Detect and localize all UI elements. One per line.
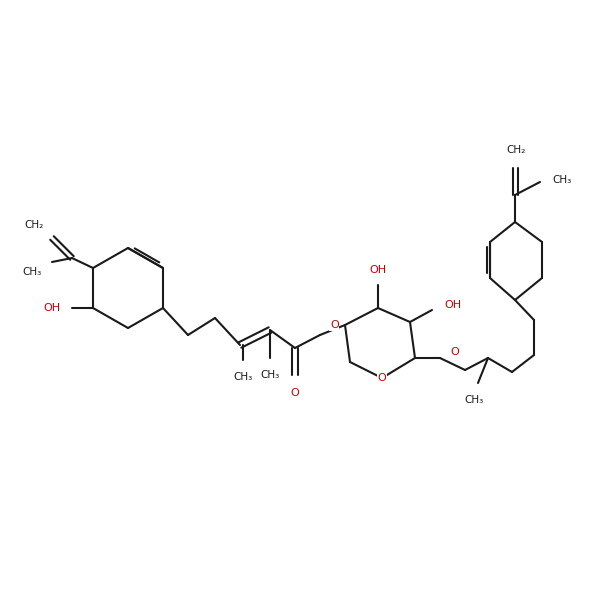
Text: CH₂: CH₂ [25,220,44,230]
Text: OH: OH [43,303,60,313]
Text: OH: OH [370,265,386,275]
Text: O: O [450,347,459,357]
Text: CH₂: CH₂ [506,145,526,155]
Text: O: O [377,373,386,383]
Text: CH₃: CH₃ [552,175,571,185]
Text: CH₃: CH₃ [23,267,42,277]
Text: CH₃: CH₃ [233,372,253,382]
Text: OH: OH [444,300,461,310]
Text: O: O [290,388,299,398]
Text: O: O [330,320,339,330]
Text: CH₃: CH₃ [464,395,484,405]
Text: CH₃: CH₃ [260,370,280,380]
